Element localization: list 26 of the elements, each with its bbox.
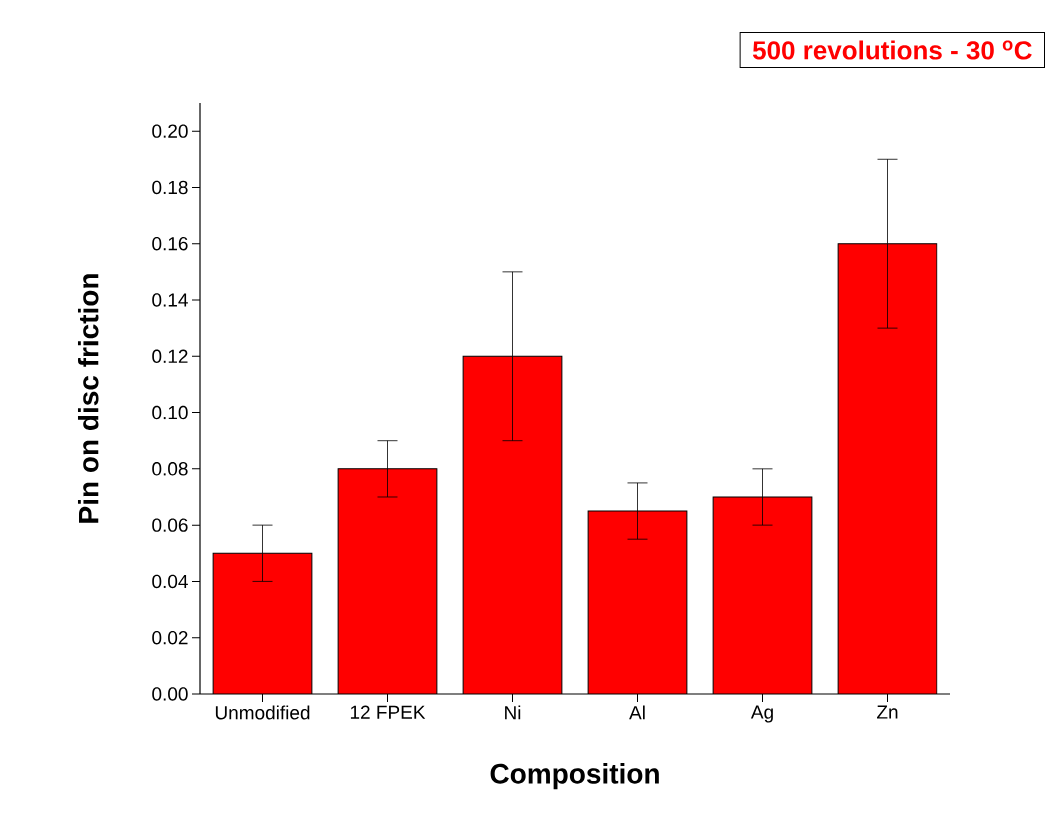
bar <box>837 243 938 694</box>
y-tick-label: 0.04 <box>152 574 188 589</box>
y-tick-label: 0.12 <box>152 349 188 363</box>
x-tick-label: Unmodified <box>215 705 310 720</box>
y-tick-label: 0.08 <box>152 462 188 476</box>
x-tick-label: 12 FPEK <box>350 705 426 719</box>
bar <box>213 553 312 694</box>
y-tick-label: 0.02 <box>152 630 188 645</box>
y-tick-label: 0.00 <box>152 687 188 701</box>
x-tick-label: Al <box>629 705 645 720</box>
bar <box>463 356 562 694</box>
y-axis-title: Pin on disc friction <box>77 274 99 523</box>
y-tick-label: 0.10 <box>152 405 188 420</box>
y-tick-label: 0.16 <box>152 236 188 251</box>
x-axis-title: Composition <box>490 763 659 790</box>
x-tick-label: Ni <box>505 705 521 720</box>
bar <box>338 468 437 694</box>
y-tick-label: 0.20 <box>152 124 188 138</box>
x-tick-label: Zn <box>877 705 898 719</box>
text: 500 revolutions - 30 $^{o}$C <box>752 40 1032 60</box>
y-tick-label: 0.14 <box>152 293 188 307</box>
bar <box>588 511 687 694</box>
y-tick-label: 0.18 <box>152 180 188 195</box>
x-tick-label: Ag <box>750 705 773 723</box>
y-tick-label: 0.06 <box>152 518 188 532</box>
bar <box>713 496 812 694</box>
